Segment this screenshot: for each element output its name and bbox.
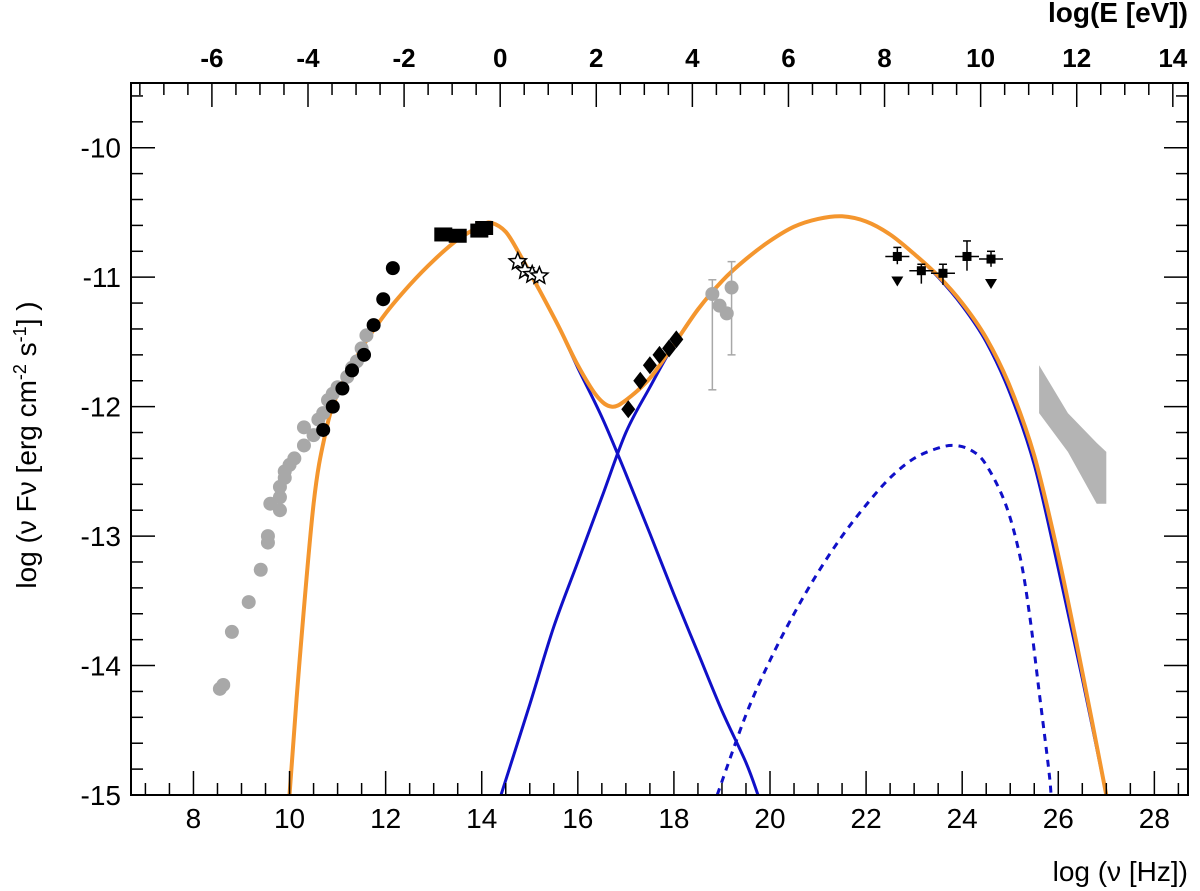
archival-point	[241, 595, 256, 610]
diamond-point	[642, 356, 657, 375]
y-tick-label: -12	[81, 392, 121, 423]
x-tick-label: 12	[370, 803, 401, 834]
archival-point	[216, 677, 231, 692]
x2-tick-label: 4	[685, 43, 700, 73]
black-circle-point	[385, 261, 400, 276]
external-component-curve	[715, 443, 1053, 795]
y-title-part-1: log (ν Fν [erg cm	[11, 380, 42, 588]
star-point	[507, 250, 529, 271]
x2-tick-label: -4	[296, 43, 320, 73]
synchrotron-curve	[288, 220, 760, 795]
x2-tick-label: 12	[1062, 43, 1091, 73]
black-circle-point	[345, 363, 360, 378]
diamond-point	[621, 400, 636, 419]
diamond-point	[652, 345, 667, 364]
text-layer: log(E [eV]) log (ν [Hz]) log (ν Fν [erg …	[10, 0, 1188, 887]
x-tick-label: 24	[947, 803, 978, 834]
x-axis-title: log (ν [Hz])	[1053, 856, 1188, 887]
x-tick-label: 14	[466, 803, 497, 834]
y-axis-title: log (ν Fν [erg cm-2 s-1] )	[10, 301, 42, 588]
archival-point	[260, 529, 275, 544]
upper-limit-arrow	[891, 276, 904, 287]
total-curve	[287, 214, 1109, 795]
archival-point	[253, 562, 268, 577]
curve-layer	[287, 214, 1109, 795]
black-circle-point	[325, 399, 340, 414]
square-point	[434, 227, 453, 242]
black-circle-point	[335, 381, 350, 396]
diamond-point	[669, 330, 684, 349]
x2-axis-title: log(E [eV])	[1048, 0, 1188, 28]
x-tick-label: 22	[851, 803, 882, 834]
black-circle-point	[366, 318, 381, 333]
archival-point	[272, 490, 287, 505]
x-tick-label: 26	[1043, 803, 1074, 834]
x-tick-label: 8	[186, 803, 202, 834]
black-circle-point	[357, 347, 372, 362]
diamond-point	[633, 371, 648, 390]
SSC-curve	[499, 214, 1108, 795]
x2-tick-label: 8	[877, 43, 891, 73]
y-tick-label: -10	[81, 133, 121, 164]
x2-tick-label: -2	[393, 43, 416, 73]
black-circle-point	[316, 422, 331, 437]
band-layer	[1039, 365, 1107, 504]
square-point	[448, 228, 467, 243]
y-tick-label: -13	[81, 521, 121, 552]
x2-tick-label: 0	[493, 43, 507, 73]
plot-frame	[130, 82, 1189, 796]
y-title-part-3: ] )	[11, 301, 42, 326]
y-title-exp-2: -1	[10, 326, 30, 342]
x2-tick-label: 2	[589, 43, 603, 73]
tev-butterfly-band	[1039, 365, 1107, 504]
x-tick-label: 10	[274, 803, 305, 834]
y-tick-label: -15	[81, 780, 121, 811]
black-circle-point	[376, 292, 391, 307]
y-title-part-2: s	[11, 342, 42, 364]
x2-tick-label: -6	[200, 43, 223, 73]
y-tick-label: -11	[83, 262, 121, 293]
x2-tick-label: 6	[781, 43, 795, 73]
x2-tick-label: 10	[966, 43, 995, 73]
upper-limit-arrow	[985, 279, 998, 290]
x2-tick-label: 14	[1158, 43, 1187, 73]
frame-layer	[130, 82, 1189, 796]
archival-point	[359, 328, 374, 343]
y-title-exp-1: -2	[10, 364, 30, 380]
y-tick-label: -14	[81, 651, 121, 682]
gray-error-point	[719, 306, 734, 321]
points-layer	[212, 220, 1004, 696]
square-point	[475, 220, 494, 235]
star-point	[528, 264, 550, 285]
archival-point	[272, 503, 287, 518]
diamond-point	[662, 339, 677, 358]
x-tick-label: 28	[1139, 803, 1170, 834]
archival-point	[296, 438, 311, 453]
archival-point	[296, 420, 311, 435]
x-tick-label: 20	[754, 803, 785, 834]
archival-point	[224, 624, 239, 639]
x-tick-label: 18	[658, 803, 689, 834]
x-tick-label: 16	[562, 803, 593, 834]
archival-point	[287, 451, 302, 466]
